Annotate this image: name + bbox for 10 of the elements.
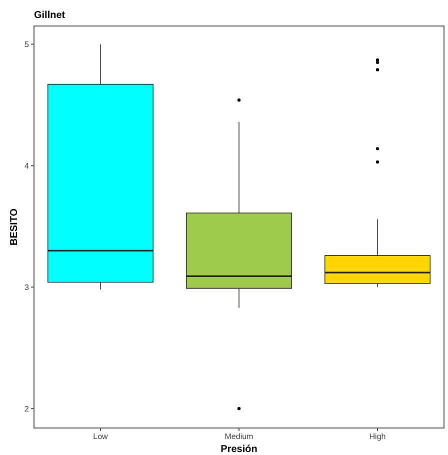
y-tick-label: 2 bbox=[24, 404, 30, 414]
y-tick-label: 3 bbox=[24, 282, 30, 292]
y-axis-title: BESITO bbox=[9, 208, 20, 246]
chart-title: Gillnet bbox=[34, 10, 66, 21]
x-tick-label: Medium bbox=[224, 432, 254, 441]
y-tick-label: 4 bbox=[24, 161, 30, 170]
x-tick-label: Low bbox=[93, 432, 108, 441]
x-axis-title: Presión bbox=[220, 444, 258, 455]
y-tick-label: 5 bbox=[24, 40, 30, 50]
x-tick-label: High bbox=[369, 432, 386, 441]
